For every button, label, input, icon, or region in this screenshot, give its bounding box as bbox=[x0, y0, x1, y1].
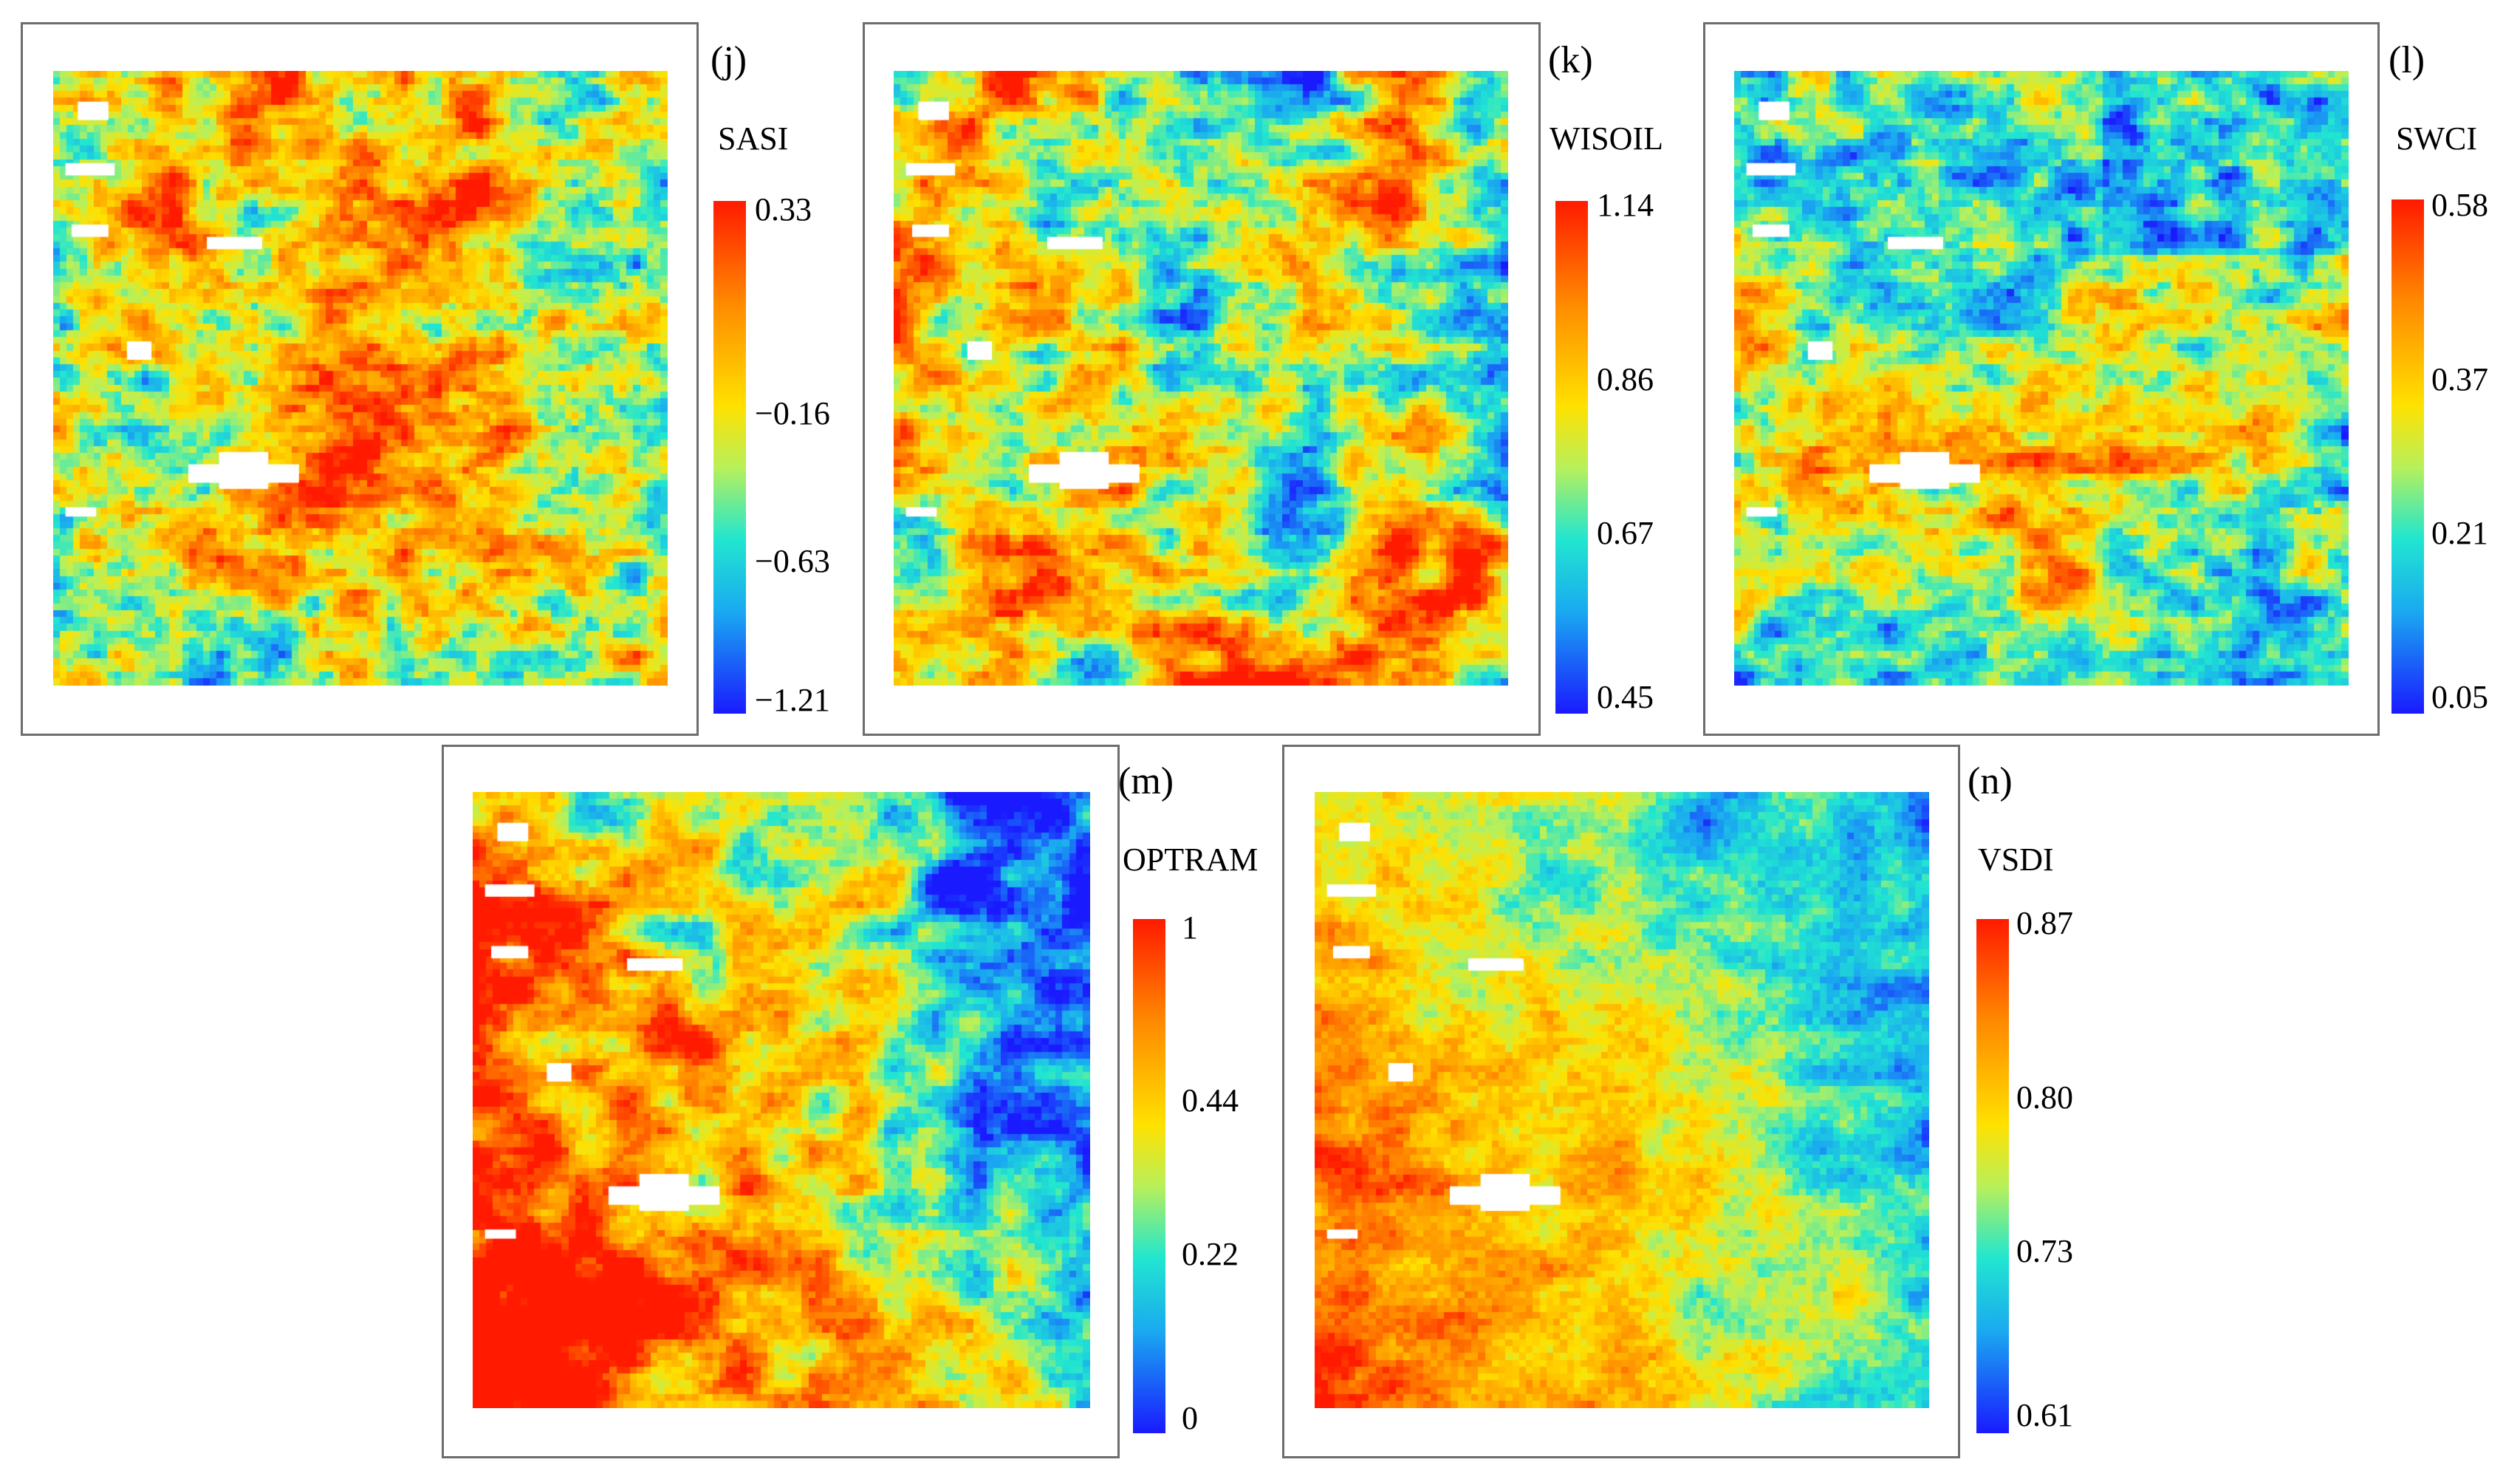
sasi-colorbar-tick: 0.33 bbox=[755, 191, 812, 228]
wisoil-colorbar bbox=[1555, 201, 1588, 714]
wisoil-colorbar-tick: 0.86 bbox=[1597, 361, 1654, 397]
sasi-colorbar-title: SASI bbox=[718, 120, 789, 157]
vsdi-colorbar-tick: 0.87 bbox=[2016, 905, 2073, 941]
optram-colorbar-tick: 0.22 bbox=[1182, 1236, 1239, 1272]
optram-colorbar-tick: 1 bbox=[1182, 909, 1198, 946]
optram-colorbar-title: OPTRAM bbox=[1123, 841, 1259, 878]
vsdi-colorbar-tick: 0.61 bbox=[2016, 1397, 2073, 1433]
sasi-colorbar-tick: −1.21 bbox=[755, 682, 830, 718]
swci-colorbar-title: SWCI bbox=[2396, 120, 2477, 157]
panel-label-m: (m) bbox=[1118, 760, 1174, 802]
sasi-colorbar-tick: −0.63 bbox=[755, 543, 830, 579]
wisoil-map bbox=[894, 71, 1508, 686]
vsdi-colorbar bbox=[1976, 919, 2009, 1433]
vsdi-colorbar-title: VSDI bbox=[1978, 841, 2054, 878]
sasi-colorbar bbox=[713, 201, 746, 714]
panel-label-n: (n) bbox=[1968, 760, 2013, 802]
swci-colorbar bbox=[2391, 199, 2424, 714]
wisoil-colorbar-title: WISOIL bbox=[1550, 120, 1663, 157]
panel-label-k: (k) bbox=[1548, 39, 1593, 81]
swci-colorbar-tick: 0.05 bbox=[2431, 679, 2488, 715]
swci-map bbox=[1734, 71, 2349, 686]
sasi-map bbox=[53, 71, 668, 686]
swci-colorbar-tick: 0.58 bbox=[2431, 187, 2488, 223]
wisoil-colorbar-tick: 0.45 bbox=[1597, 679, 1654, 715]
optram-colorbar-tick: 0 bbox=[1182, 1400, 1198, 1436]
panel-label-l: (l) bbox=[2389, 39, 2425, 81]
vsdi-colorbar-tick: 0.80 bbox=[2016, 1079, 2073, 1116]
swci-colorbar-tick: 0.21 bbox=[2431, 515, 2488, 551]
optram-colorbar bbox=[1133, 919, 1165, 1433]
panel-label-j: (j) bbox=[711, 39, 747, 81]
optram-colorbar-tick: 0.44 bbox=[1182, 1082, 1239, 1119]
optram-map bbox=[473, 792, 1090, 1408]
wisoil-colorbar-tick: 0.67 bbox=[1597, 515, 1654, 551]
swci-colorbar-tick: 0.37 bbox=[2431, 361, 2488, 397]
vsdi-colorbar-tick: 0.73 bbox=[2016, 1233, 2073, 1269]
sasi-colorbar-tick: −0.16 bbox=[755, 395, 830, 431]
wisoil-colorbar-tick: 1.14 bbox=[1597, 187, 1654, 223]
vsdi-map bbox=[1315, 792, 1929, 1408]
